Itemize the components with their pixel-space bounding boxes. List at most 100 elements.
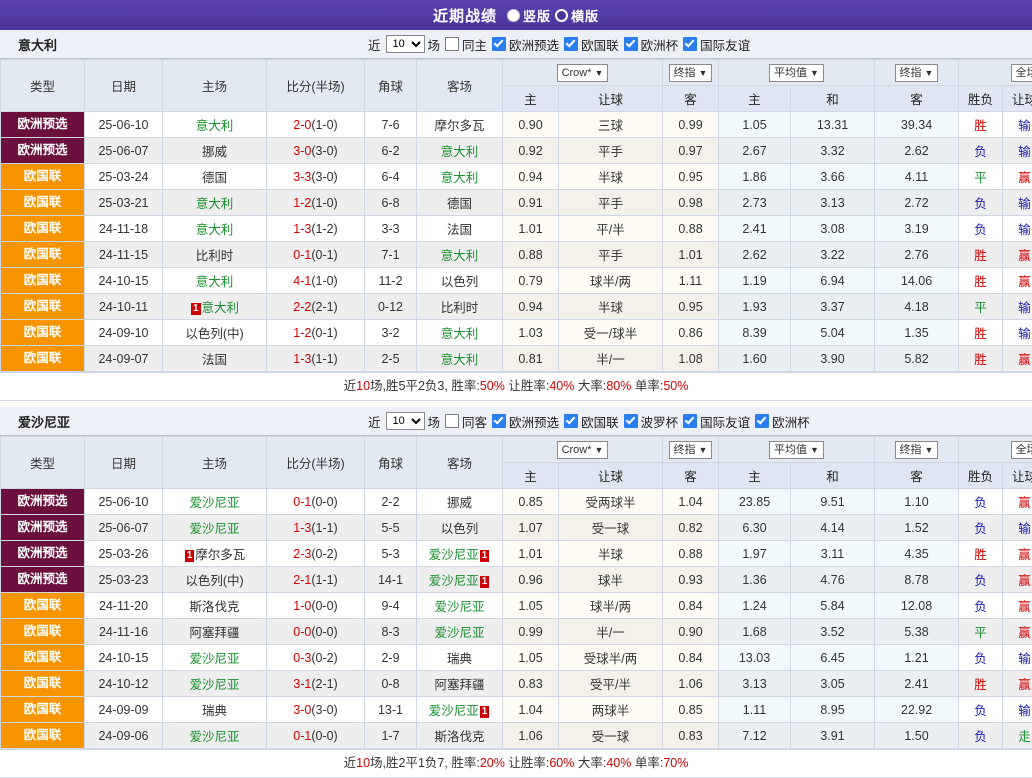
cell-home-team[interactable]: 爱沙尼亚	[163, 489, 267, 515]
cell-away-team[interactable]: 爱沙尼亚	[417, 619, 503, 645]
cell-home-team[interactable]: 意大利	[163, 190, 267, 216]
cell-home-team[interactable]: 德国	[163, 164, 267, 190]
cell-home-team[interactable]: 以色列(中)	[163, 320, 267, 346]
cell-away-team[interactable]: 比利时	[417, 294, 503, 320]
cell-away-team[interactable]: 德国	[417, 190, 503, 216]
company-select-1[interactable]: Crow*▼	[557, 64, 609, 82]
eu-type-select-1[interactable]: 平均值▼	[769, 64, 824, 82]
cell-home-team[interactable]: 爱沙尼亚	[163, 671, 267, 697]
cell-away-team[interactable]: 意大利	[417, 138, 503, 164]
scope-select-1[interactable]: 全场▼	[1011, 64, 1032, 82]
league-badge[interactable]: 欧国联	[1, 242, 84, 267]
cell-away-team[interactable]: 挪威	[417, 489, 503, 515]
cell-home-team[interactable]: 以色列(中)	[163, 567, 267, 593]
eu-stage-select-2[interactable]: 终指▼	[895, 441, 939, 459]
cell-away-team[interactable]: 法国	[417, 216, 503, 242]
match-count-select-2[interactable]: 10	[386, 412, 425, 430]
cell-away-team[interactable]: 以色列	[417, 268, 503, 294]
league-badge[interactable]: 欧国联	[1, 164, 84, 189]
cell-home-team[interactable]: 爱沙尼亚	[163, 515, 267, 541]
league-badge[interactable]: 欧国联	[1, 268, 84, 293]
cell-away-team[interactable]: 意大利	[417, 242, 503, 268]
league-badge[interactable]: 欧国联	[1, 593, 84, 618]
league-badge[interactable]: 欧洲预选	[1, 515, 84, 540]
odds-stage-select-2[interactable]: 终指▼	[669, 441, 713, 459]
cell-away-team[interactable]: 意大利	[417, 320, 503, 346]
league-badge[interactable]: 欧国联	[1, 723, 84, 748]
cell-away-team[interactable]: 斯洛伐克	[417, 723, 503, 749]
cell-away-team[interactable]: 瑞典	[417, 645, 503, 671]
eu-type-select-2[interactable]: 平均值▼	[769, 441, 824, 459]
cell-home-team[interactable]: 斯洛伐克	[163, 593, 267, 619]
cell-home-team[interactable]: 瑞典	[163, 697, 267, 723]
same-side-checkbox-2[interactable]	[445, 414, 459, 428]
match-count-select-1[interactable]: 10	[386, 35, 425, 53]
league-badge[interactable]: 欧国联	[1, 645, 84, 670]
cell-home-team[interactable]: 阿塞拜疆	[163, 619, 267, 645]
league-checkbox-1-3[interactable]	[683, 37, 697, 51]
league-badge[interactable]: 欧洲预选	[1, 489, 84, 514]
league-badge[interactable]: 欧国联	[1, 619, 84, 644]
cell-home-team[interactable]: 法国	[163, 346, 267, 372]
league-checkbox-2-3[interactable]	[683, 414, 697, 428]
cell-home-team[interactable]: 爱沙尼亚	[163, 723, 267, 749]
cell-away-team[interactable]: 摩尔多瓦	[417, 112, 503, 138]
scope-select-2[interactable]: 全场▼	[1011, 441, 1032, 459]
league-checkbox-2-2[interactable]	[624, 414, 638, 428]
cell-away-team[interactable]: 爱沙尼亚	[417, 593, 503, 619]
cell-home-team[interactable]: 比利时	[163, 242, 267, 268]
cell-away-team[interactable]: 阿塞拜疆	[417, 671, 503, 697]
cell-away-team[interactable]: 以色列	[417, 515, 503, 541]
league-badge[interactable]: 欧国联	[1, 697, 84, 722]
league-badge[interactable]: 欧洲预选	[1, 541, 84, 566]
league-badge[interactable]: 欧洲预选	[1, 112, 84, 137]
company-select-2[interactable]: Crow*▼	[557, 441, 609, 459]
cell-away-team[interactable]: 意大利	[417, 346, 503, 372]
league-checkbox-1-2[interactable]	[624, 37, 638, 51]
eu-stage-select-1[interactable]: 终指▼	[895, 64, 939, 82]
league-checkbox-1-1[interactable]	[564, 37, 578, 51]
league-badge[interactable]: 欧国联	[1, 346, 84, 371]
cell-home-team[interactable]: 意大利	[163, 216, 267, 242]
league-badge[interactable]: 欧国联	[1, 320, 84, 345]
league-badge[interactable]: 欧国联	[1, 294, 84, 319]
league-checkbox-1-0[interactable]	[492, 37, 506, 51]
league-badge[interactable]: 欧洲预选	[1, 567, 84, 592]
odds-stage-select-1[interactable]: 终指▼	[669, 64, 713, 82]
cell-home-team[interactable]: 挪威	[163, 138, 267, 164]
league-badge[interactable]: 欧国联	[1, 671, 84, 696]
league-badge[interactable]: 欧国联	[1, 190, 84, 215]
cell-home-team[interactable]: 爱沙尼亚	[163, 645, 267, 671]
view-mode-vertical[interactable]: 竖版	[507, 6, 551, 25]
view-mode-horizontal[interactable]: 横版	[555, 6, 599, 25]
same-side-checkbox-1[interactable]	[445, 37, 459, 51]
league-checkbox-2-0[interactable]	[492, 414, 506, 428]
league-badge[interactable]: 欧国联	[1, 216, 84, 241]
cell-home-team[interactable]: 意大利	[163, 112, 267, 138]
cell-home-team[interactable]: 意大利	[163, 268, 267, 294]
